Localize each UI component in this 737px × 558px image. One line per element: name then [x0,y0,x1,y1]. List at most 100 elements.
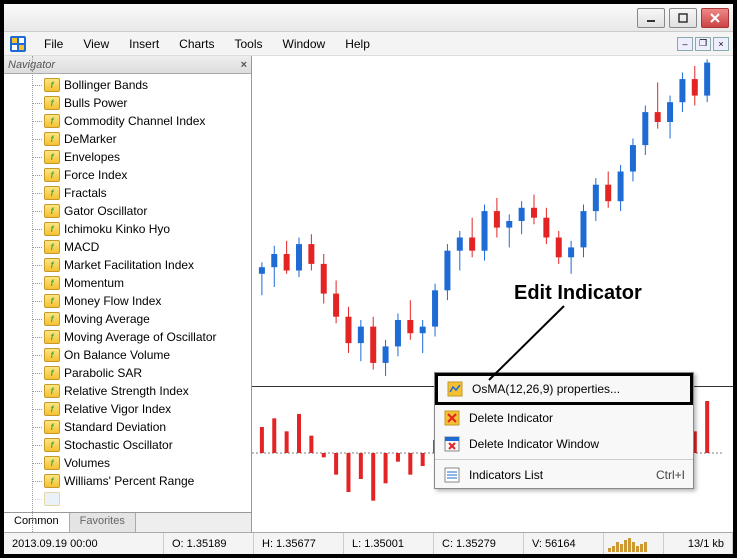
indicator-item[interactable]: f Money Flow Index [4,292,251,310]
tree-item-more[interactable] [4,490,251,508]
indicator-item[interactable]: f Bulls Power [4,94,251,112]
indicator-item[interactable]: f Momentum [4,274,251,292]
indicator-icon: f [44,78,60,92]
tab-common[interactable]: Common [4,513,70,532]
indicator-item[interactable]: fMACD [4,238,251,256]
navigator-close-button[interactable]: × [241,59,247,71]
indicator-label: Moving Average [64,312,150,326]
indicator-item[interactable]: f Williams' Percent Range [4,472,251,490]
indicator-icon: f [44,222,60,236]
indicator-label: Parabolic SAR [64,366,142,380]
indicator-item[interactable]: f Stochastic Oscillator [4,436,251,454]
status-date: 2013.09.19 00:00 [4,533,164,554]
indicator-item[interactable]: f Relative Strength Index [4,382,251,400]
window-titlebar [4,4,733,32]
status-volume: V: 56164 [524,533,604,554]
menu-help[interactable]: Help [335,35,380,53]
navigator-tree[interactable]: f Bollinger Bands f Bulls Power f Commodity C… [4,74,251,512]
indicator-item[interactable]: fVolumes [4,454,251,472]
indicator-item[interactable]: fParabolic SAR [4,364,251,382]
ctx-item-0[interactable]: OsMA(12,26,9) properties... [435,373,693,405]
delete-ind-icon [443,409,461,427]
status-open: O: 1.35189 [164,533,254,554]
indicator-icon: f [44,474,60,488]
indicator-label: Standard Deviation [64,420,166,434]
indicator-item[interactable]: fOn Balance Volume [4,346,251,364]
menu-window[interactable]: Window [273,35,336,53]
indicator-item[interactable]: f Ichimoku Kinko Hyo [4,220,251,238]
indicator-item[interactable]: f DeMarker [4,130,251,148]
indicator-item[interactable]: f Commodity Channel Index [4,112,251,130]
navigator-tabs: Common Favorites [4,512,251,532]
menu-insert[interactable]: Insert [119,35,169,53]
menu-charts[interactable]: Charts [169,35,224,53]
indicator-item[interactable]: fFractals [4,184,251,202]
navigator-panel: Navigator × f Bollinger Bands f Bulls Power… [4,56,252,532]
indicator-label: Volumes [64,456,110,470]
indicator-label: Williams' Percent Range [64,474,194,488]
close-button[interactable] [701,8,729,28]
menu-view[interactable]: View [73,35,119,53]
minimize-button[interactable] [637,8,665,28]
indicator-label: Commodity Channel Index [64,114,205,128]
indicator-label: Bulls Power [64,96,127,110]
indicator-icon: f [44,96,60,110]
candlestick-chart[interactable] [252,56,722,386]
indicator-label: Stochastic Oscillator [64,438,173,452]
indicator-icon: f [44,150,60,164]
indicator-item[interactable]: f Relative Vigor Index [4,400,251,418]
maximize-button[interactable] [669,8,697,28]
statusbar: 2013.09.19 00:00 O: 1.35189 H: 1.35677 L… [4,532,733,554]
ctx-label: Indicators List [469,468,543,482]
indicator-label: Money Flow Index [64,294,161,308]
indicator-label: Market Facilitation Index [64,258,194,272]
indicator-item[interactable]: fMoving Average of Oscillator [4,328,251,346]
menu-tools[interactable]: Tools [225,35,273,53]
indicator-icon: f [44,330,60,344]
indicator-label: Relative Vigor Index [64,402,171,416]
indicator-label: Envelopes [64,150,120,164]
indicator-label: Relative Strength Index [64,384,189,398]
indicator-icon: f [44,294,60,308]
indicator-item[interactable]: f Standard Deviation [4,418,251,436]
indicator-label: Ichimoku Kinko Hyo [64,222,170,236]
menu-file[interactable]: File [34,35,73,53]
indicator-label: Bollinger Bands [64,78,148,92]
indicator-label: DeMarker [64,132,117,146]
indicator-label: Force Index [64,168,127,182]
mdi-restore-button[interactable]: ❐ [695,37,711,51]
indicator-icon: f [44,438,60,452]
indicator-label: On Balance Volume [64,348,170,362]
status-connection-histogram [604,533,664,554]
indicator-icon: f [44,114,60,128]
indicator-label: Momentum [64,276,124,290]
indicator-item[interactable]: fForce Index [4,166,251,184]
ctx-shortcut: Ctrl+I [656,468,685,482]
chart-props-icon [446,380,464,398]
context-menu: OsMA(12,26,9) properties...Delete Indica… [434,372,694,489]
navigator-header: Navigator × [4,56,251,74]
ctx-label: Delete Indicator Window [469,437,599,451]
indicator-item[interactable]: f Bollinger Bands [4,76,251,94]
indicator-item[interactable]: f Market Facilitation Index [4,256,251,274]
indicator-icon: f [44,402,60,416]
mdi-close-button[interactable]: × [713,37,729,51]
indicator-label: MACD [64,240,99,254]
status-low: L: 1.35001 [344,533,434,554]
indicator-icon: f [44,384,60,398]
indicator-icon: f [44,132,60,146]
indicator-label: Gator Oscillator [64,204,147,218]
indicator-icon: f [44,276,60,290]
indicator-item[interactable]: fMoving Average [4,310,251,328]
indicator-icon: f [44,420,60,434]
indicator-icon: f [44,258,60,272]
indicator-item[interactable]: fGator Oscillator [4,202,251,220]
indicator-item[interactable]: f Envelopes [4,148,251,166]
ctx-item-1[interactable]: Delete Indicator [435,405,693,431]
ctx-item-2[interactable]: Delete Indicator Window [435,431,693,457]
chart-area[interactable]: Edit Indicator OsMA(12,26,9) properties.… [252,56,733,532]
app-icon [8,34,28,54]
ctx-item-3[interactable]: Indicators List Ctrl+I [435,462,693,488]
mdi-minimize-button[interactable]: – [677,37,693,51]
tab-favorites[interactable]: Favorites [70,513,136,532]
